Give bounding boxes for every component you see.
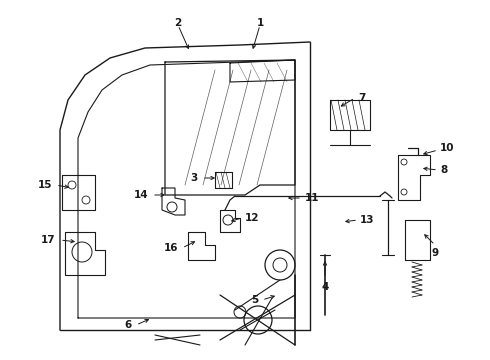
Text: 11: 11: [305, 193, 319, 203]
Text: 13: 13: [360, 215, 374, 225]
Text: 3: 3: [191, 173, 198, 183]
Text: 9: 9: [431, 248, 439, 258]
Text: 2: 2: [174, 18, 182, 28]
Text: 16: 16: [164, 243, 178, 253]
Text: 17: 17: [40, 235, 55, 245]
Text: 14: 14: [133, 190, 148, 200]
Text: 1: 1: [256, 18, 264, 28]
Text: 6: 6: [125, 320, 132, 330]
Text: 5: 5: [251, 295, 258, 305]
Text: 4: 4: [321, 282, 329, 292]
Text: 10: 10: [440, 143, 455, 153]
Text: 12: 12: [245, 213, 260, 223]
Text: 7: 7: [358, 93, 366, 103]
Text: 8: 8: [440, 165, 447, 175]
Text: 15: 15: [38, 180, 52, 190]
